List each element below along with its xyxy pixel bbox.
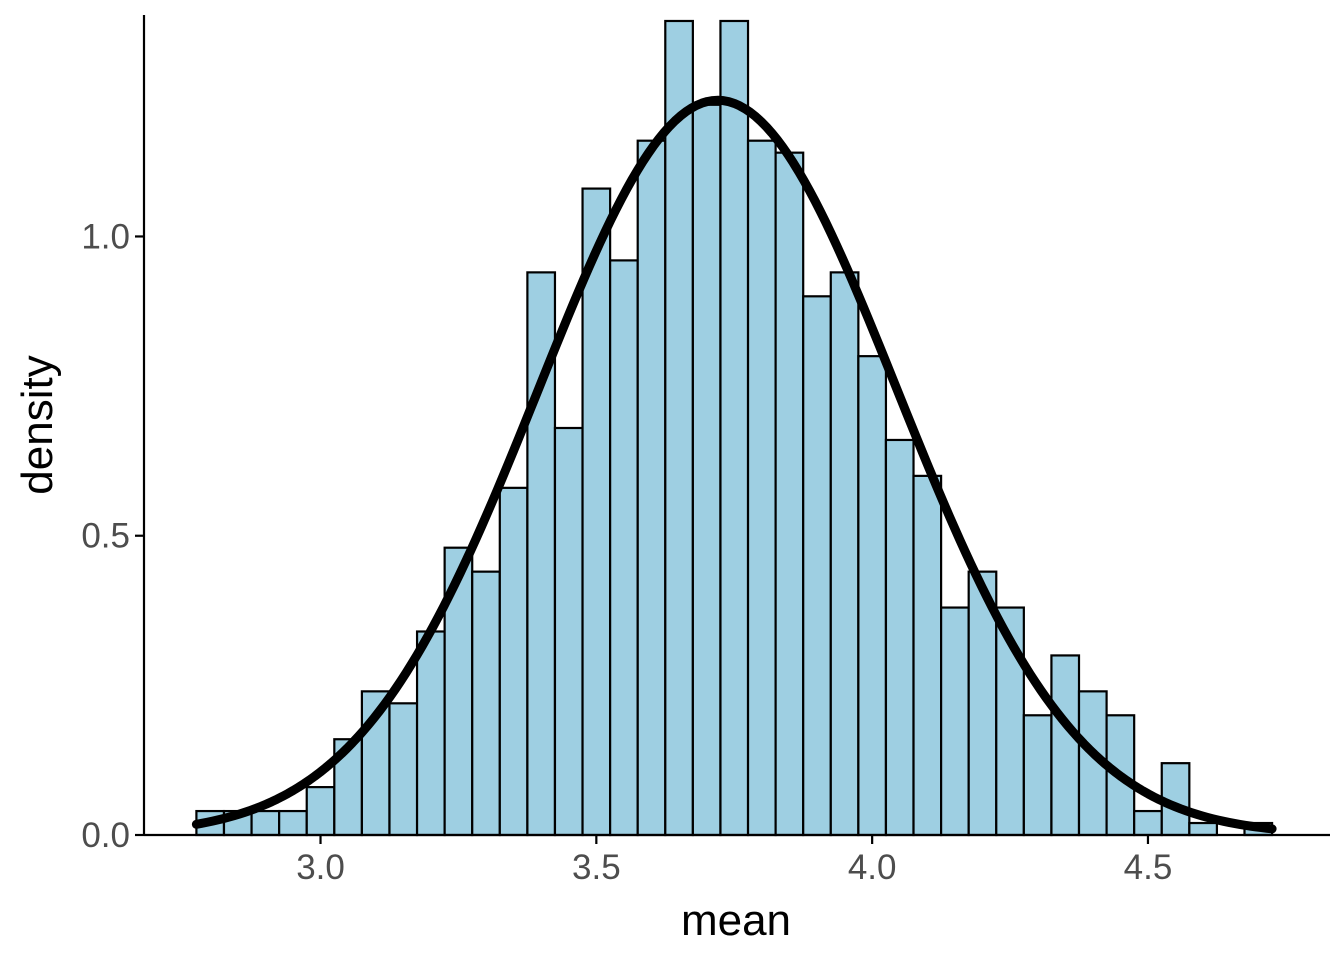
histogram-bar xyxy=(1133,809,1163,837)
x-tick-label: 4.5 xyxy=(1124,848,1173,887)
y-axis-ticks: 0.0 0.5 1.0 xyxy=(81,217,144,855)
x-axis-ticks: 3.0 3.5 4.0 4.5 xyxy=(296,835,1172,887)
histogram-bar xyxy=(471,570,501,837)
histogram-bar xyxy=(691,103,722,837)
density-curve xyxy=(191,95,1277,834)
histogram-bar xyxy=(1022,714,1053,837)
y-tick-label: 0.5 xyxy=(81,517,130,556)
histogram-bar xyxy=(305,786,336,837)
y-tick-label: 0.0 xyxy=(81,816,130,855)
y-tick-label: 1.0 xyxy=(81,217,130,256)
histogram-bar xyxy=(278,809,308,837)
histogram-bar xyxy=(609,259,639,837)
histogram-bars xyxy=(195,19,1274,837)
x-axis-title: mean xyxy=(681,896,791,945)
histogram-bar xyxy=(581,187,612,837)
y-axis-title: density xyxy=(13,355,62,494)
histogram-bar xyxy=(388,702,419,837)
histogram-bar xyxy=(940,606,970,837)
x-tick-label: 3.5 xyxy=(572,848,621,887)
x-tick-label: 4.0 xyxy=(848,848,897,887)
histogram-bar xyxy=(857,355,888,837)
histogram-bar xyxy=(250,809,281,837)
histogram-bar xyxy=(719,19,750,837)
histogram-bar xyxy=(1188,821,1219,837)
histogram-bar xyxy=(802,295,832,837)
histogram-bar xyxy=(498,486,529,837)
histogram-bar xyxy=(774,151,805,837)
histogram-bar xyxy=(746,139,777,837)
histogram-bar xyxy=(415,630,446,837)
x-tick-label: 3.0 xyxy=(296,848,345,887)
histogram-bar xyxy=(664,19,694,837)
histogram-bar xyxy=(829,271,860,837)
histogram-bar xyxy=(912,474,943,837)
histogram-bar xyxy=(884,438,915,837)
histogram-bar xyxy=(1050,654,1081,837)
histogram-bar xyxy=(553,426,584,837)
histogram-bar xyxy=(636,139,667,837)
